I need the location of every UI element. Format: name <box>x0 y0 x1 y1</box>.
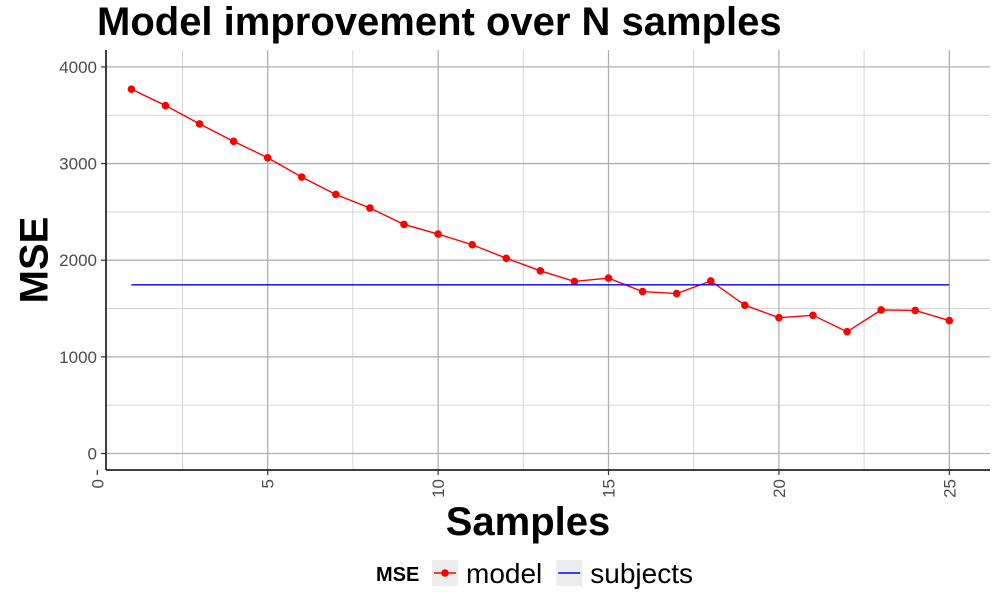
data-point-model <box>809 311 817 320</box>
data-point-model <box>604 274 613 282</box>
y-tick-label: 4000 <box>59 58 97 77</box>
y-tick-label: 3000 <box>59 155 97 174</box>
data-point-model <box>366 204 374 212</box>
data-point-model <box>741 301 749 309</box>
data-point-model <box>877 306 885 314</box>
data-point-model <box>332 190 340 199</box>
x-axis-title: Samples <box>446 500 611 544</box>
data-point-model <box>570 277 579 286</box>
x-tick-label: 0 <box>88 479 107 488</box>
data-point-model <box>638 287 647 296</box>
x-tick-label: 10 <box>429 479 448 498</box>
data-point-model <box>297 173 306 181</box>
data-point-model <box>195 120 204 128</box>
data-point-model <box>161 101 170 110</box>
legend-label-model: model <box>466 558 542 589</box>
legend-key-marker-model <box>441 569 449 577</box>
y-tick-label: 1000 <box>59 348 97 367</box>
series-line-model <box>131 88 950 333</box>
major-gridlines <box>106 50 990 470</box>
data-point-model <box>775 313 783 322</box>
y-axis-title: MSE <box>13 217 57 304</box>
legend-title: MSE <box>376 564 419 586</box>
data-point-model <box>502 254 511 263</box>
data-point-model <box>843 327 851 336</box>
axes <box>96 50 990 475</box>
data-point-model <box>945 316 954 325</box>
legend-label-subjects: subjects <box>590 558 693 589</box>
data-point-model <box>229 137 238 146</box>
legend: MSE model subjects <box>376 558 693 589</box>
data-point-model <box>400 220 408 229</box>
data-point-model <box>911 306 920 315</box>
data-point-model <box>263 153 272 162</box>
data-point-model <box>127 85 136 93</box>
x-tick-label: 5 <box>259 479 278 488</box>
x-tick-label: 25 <box>940 479 959 498</box>
tick-labels: 0 1000 2000 3000 4000 0 5 10 15 20 25 <box>59 58 959 498</box>
chart-title: Model improvement over N samples <box>97 0 782 44</box>
data-point-model <box>706 277 715 285</box>
y-tick-label: 0 <box>88 445 97 464</box>
data-point-model <box>672 289 681 298</box>
data-point-model <box>434 230 442 238</box>
series-layer <box>127 85 954 336</box>
data-point-model <box>468 240 476 249</box>
y-tick-label: 2000 <box>59 251 97 270</box>
x-tick-label: 15 <box>600 479 619 498</box>
data-point-model <box>536 267 545 275</box>
x-tick-label: 20 <box>770 479 789 498</box>
